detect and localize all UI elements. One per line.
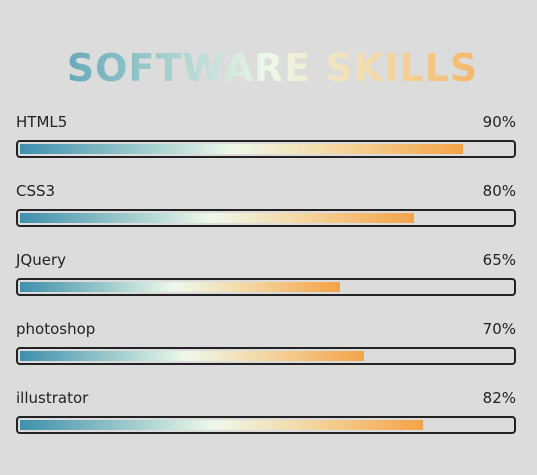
skill-name: JQuery (16, 251, 67, 269)
progress-fill (20, 144, 463, 154)
skill-percent: 90% (482, 113, 516, 131)
progress-track (16, 209, 516, 227)
skill-html5: HTML5 90% (16, 113, 517, 163)
progress-track (16, 416, 516, 434)
skill-percent: 65% (482, 251, 516, 269)
progress-track (16, 278, 516, 296)
skill-css3: CSS3 80% (16, 182, 517, 232)
skill-name: photoshop (16, 320, 96, 338)
skill-illustrator: illustrator 82% (16, 389, 517, 439)
skill-percent: 82% (482, 389, 516, 407)
progress-fill (20, 420, 423, 430)
page-title: SOFTWARE SKILLS (0, 45, 537, 91)
skill-jquery: JQuery 65% (16, 251, 517, 301)
progress-track (16, 140, 516, 158)
skill-name: HTML5 (16, 113, 68, 131)
skill-percent: 80% (482, 182, 516, 200)
progress-track (16, 347, 516, 365)
progress-fill (20, 213, 414, 223)
progress-fill (20, 282, 340, 292)
skill-percent: 70% (482, 320, 516, 338)
skill-name: illustrator (16, 389, 89, 407)
skill-name: CSS3 (16, 182, 56, 200)
skill-photoshop: photoshop 70% (16, 320, 517, 370)
progress-fill (20, 351, 364, 361)
